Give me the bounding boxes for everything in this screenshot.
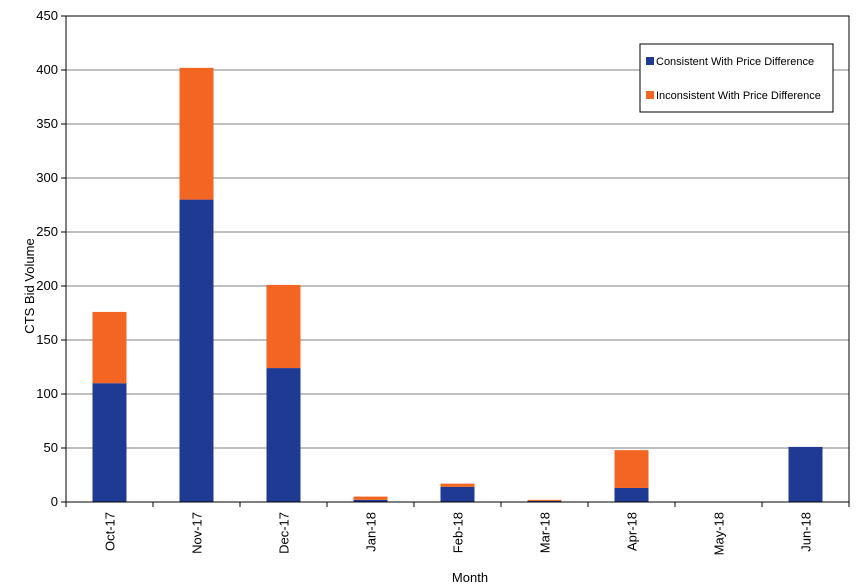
bar-segment-inconsistent: [266, 284, 301, 369]
y-tick-label: 150: [36, 332, 58, 347]
legend-label-consistent: Consistent With Price Difference: [656, 56, 814, 68]
legend: Consistent With Price Difference Inconsi…: [639, 43, 834, 113]
bar-segment-consistent: [440, 486, 475, 502]
x-tick-label: Oct-17: [103, 512, 118, 551]
axes: [61, 15, 850, 507]
y-tick-label: 450: [36, 8, 58, 23]
bar-segment-consistent: [527, 500, 562, 502]
y-tick-label: 100: [36, 386, 58, 401]
x-tick-label: Feb-18: [451, 512, 466, 553]
legend-swatch-inconsistent: [646, 91, 654, 99]
x-tick-label: Jan-18: [364, 512, 379, 552]
y-tick-label: 350: [36, 116, 58, 131]
x-tick-label: Dec-17: [277, 512, 292, 554]
x-axis-title: Month: [452, 570, 488, 585]
bar-segment-consistent: [92, 383, 127, 502]
bar-segment-inconsistent: [179, 67, 214, 200]
legend-swatch-consistent: [646, 57, 654, 65]
bar-segment-consistent: [266, 368, 301, 502]
bar-segment-inconsistent: [614, 450, 649, 488]
bar-segment-inconsistent: [440, 483, 475, 487]
bar-segment-consistent: [614, 487, 649, 502]
legend-box: [639, 43, 834, 113]
x-tick-label: Nov-17: [190, 512, 205, 554]
x-tick-label: Mar-18: [538, 512, 553, 553]
y-tick-label: 200: [36, 278, 58, 293]
y-tick-label: 50: [44, 440, 58, 455]
x-tick-label: Apr-18: [625, 512, 640, 551]
plot-frame: [65, 15, 850, 503]
y-tick-label: 400: [36, 62, 58, 77]
x-tick-labels: Oct-17 Nov-17 Dec-17 Jan-18 Feb-18 Mar-18 Apr-…: [103, 512, 814, 555]
bar-segment-inconsistent: [527, 499, 562, 501]
y-axis-title: CTS Bid Volume: [22, 238, 37, 333]
bar-segment-inconsistent: [92, 311, 127, 384]
x-tick-label: May-18: [712, 512, 727, 555]
bar-segment-consistent: [353, 499, 388, 502]
y-tick-label: 250: [36, 224, 58, 239]
y-tick-label: 300: [36, 170, 58, 185]
bar-segment-inconsistent: [353, 496, 388, 500]
x-tick-label: Jun-18: [799, 512, 814, 552]
bar-segment-consistent: [788, 446, 823, 502]
bars: [92, 67, 823, 502]
bar-segment-consistent: [179, 199, 214, 502]
y-tick-labels: 0 50 100 150 200 250 300 350 400 450: [36, 8, 58, 509]
y-tick-label: 0: [51, 494, 58, 509]
legend-label-inconsistent: Inconsistent With Price Difference: [656, 90, 821, 102]
